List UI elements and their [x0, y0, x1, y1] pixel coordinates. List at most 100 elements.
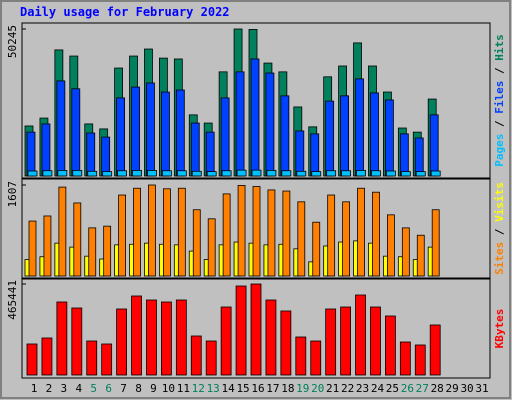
bar	[101, 136, 111, 177]
bar	[401, 227, 410, 277]
x-tick-label: 20	[311, 382, 324, 395]
bar	[280, 310, 292, 376]
bar	[429, 114, 439, 177]
x-tick-label: 2	[46, 382, 53, 395]
bar	[160, 91, 170, 177]
bar	[131, 86, 140, 177]
bar	[88, 227, 97, 277]
bar	[312, 221, 321, 277]
bar	[265, 299, 277, 376]
bar	[206, 171, 217, 177]
bar	[220, 306, 232, 376]
bar	[399, 341, 411, 376]
bar	[146, 299, 157, 376]
bar	[355, 294, 366, 376]
bar	[73, 202, 82, 277]
legend-separator: /	[493, 114, 506, 134]
bar	[28, 220, 37, 277]
x-tick-label: 31	[475, 382, 488, 395]
bar	[131, 295, 142, 376]
bar	[190, 335, 202, 376]
bar	[177, 187, 186, 277]
bar	[400, 171, 411, 177]
bar	[415, 171, 426, 177]
legend-entry: Files	[493, 81, 506, 114]
legend: Sites / Visits	[493, 182, 506, 275]
bar	[191, 170, 202, 177]
bar	[265, 72, 275, 177]
x-tick-label: 24	[371, 382, 385, 395]
bar	[414, 137, 424, 177]
x-tick-label: 13	[207, 382, 220, 395]
bar	[162, 188, 171, 277]
bar	[103, 225, 112, 277]
x-tick-label: 14	[222, 382, 236, 395]
x-tick-label: 1	[31, 382, 38, 395]
bar	[326, 170, 337, 177]
x-tick-label: 23	[356, 382, 369, 395]
x-tick-label: 27	[416, 382, 429, 395]
bar	[175, 89, 185, 177]
bar	[117, 170, 127, 177]
bar	[370, 92, 379, 177]
bar	[251, 169, 262, 177]
legend-separator: /	[493, 61, 506, 81]
bar	[429, 324, 441, 376]
bar	[118, 194, 126, 277]
x-tick-label: 9	[150, 382, 157, 395]
bar	[237, 184, 246, 277]
bar	[325, 308, 337, 376]
bar	[384, 99, 394, 177]
bar	[132, 170, 142, 177]
bar	[295, 336, 307, 376]
legend: Pages / Files / Hits	[493, 34, 506, 167]
legend: KBytes	[493, 309, 506, 349]
bar	[41, 123, 51, 177]
legend-entry: KBytes	[493, 309, 506, 349]
x-tick-label: 10	[162, 382, 175, 395]
bar	[43, 215, 52, 277]
bar	[116, 308, 127, 376]
bar	[235, 71, 245, 177]
y-tick-label: 50245	[6, 25, 19, 58]
bar	[296, 170, 307, 177]
bar	[310, 133, 320, 177]
bar	[175, 299, 187, 376]
bar	[26, 343, 38, 376]
x-tick-label: 26	[401, 382, 414, 395]
bar	[26, 131, 36, 177]
x-tick-label: 16	[251, 382, 264, 395]
bar	[342, 201, 351, 277]
bar	[235, 285, 247, 376]
y-tick-label: 465441	[6, 280, 19, 320]
bar	[205, 340, 217, 376]
x-tick-label: 28	[431, 382, 444, 395]
bar	[102, 171, 113, 177]
bar	[295, 130, 305, 177]
bar	[355, 78, 364, 177]
bar	[281, 170, 292, 177]
bar	[341, 170, 352, 177]
x-tick-label: 4	[75, 382, 82, 395]
bar	[220, 97, 230, 177]
x-tick-label: 19	[296, 382, 309, 395]
bar	[340, 95, 350, 177]
x-tick-label: 7	[120, 382, 127, 395]
bar	[370, 306, 381, 376]
bar	[266, 170, 277, 177]
bar	[414, 344, 426, 376]
bar	[71, 88, 81, 177]
x-tick-label: 17	[266, 382, 279, 395]
bar	[160, 301, 172, 376]
bar	[325, 100, 335, 177]
legend-entry: Sites	[493, 242, 506, 275]
bar	[371, 170, 381, 177]
bar	[327, 194, 336, 277]
bar	[357, 187, 365, 277]
bar	[431, 209, 440, 277]
bar	[72, 170, 83, 177]
bar	[57, 170, 68, 177]
bar	[340, 306, 352, 376]
bar	[71, 307, 83, 376]
